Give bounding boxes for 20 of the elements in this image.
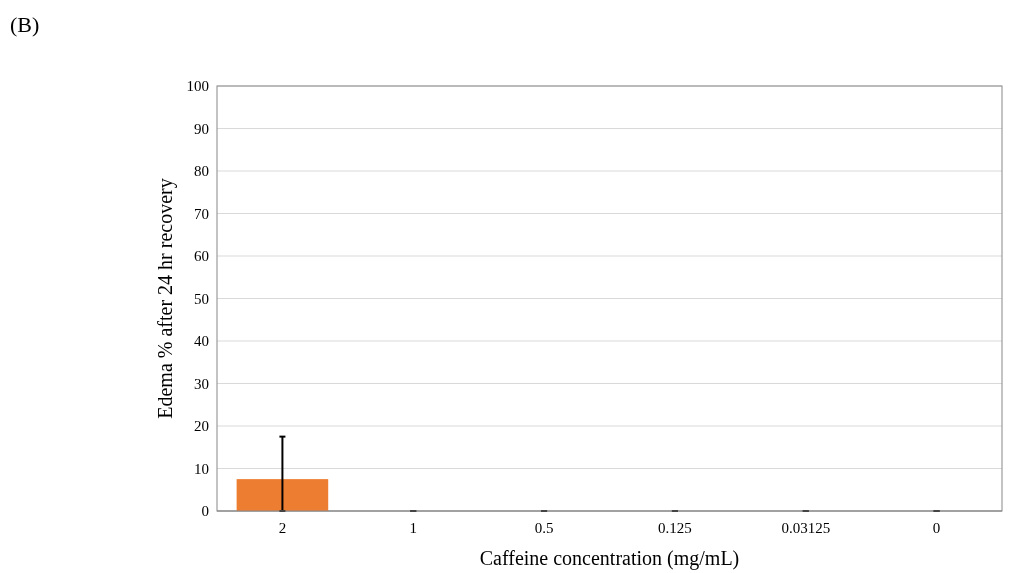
x-tick-label: 0 (932, 520, 941, 536)
y-tick-label: 10 (194, 460, 209, 477)
y-tick-label: 80 (194, 163, 209, 180)
y-axis-title: Edema % after 24 hr recovery (154, 178, 177, 419)
x-tick-label: 0.03125 (781, 520, 831, 536)
x-tick-label: 1 (409, 520, 417, 536)
y-tick-label: 90 (194, 120, 209, 137)
y-tick-label: 30 (194, 375, 209, 392)
y-tick-label: 70 (194, 205, 209, 222)
y-tick-label: 20 (194, 418, 209, 435)
y-tick-label: 50 (194, 290, 209, 307)
y-tick-label: 100 (186, 78, 209, 95)
y-tick-label: 0 (201, 503, 209, 520)
y-tick-label: 60 (194, 248, 209, 265)
x-tick-label: 0.5 (534, 520, 554, 536)
text: (B) (10, 12, 40, 37)
y-tick-label: 40 (194, 333, 209, 350)
x-axis-title: Caffeine concentration (mg/mL) (479, 547, 740, 570)
x-tick-label: 0.125 (658, 520, 692, 536)
x-tick-label: 2 (278, 520, 287, 536)
